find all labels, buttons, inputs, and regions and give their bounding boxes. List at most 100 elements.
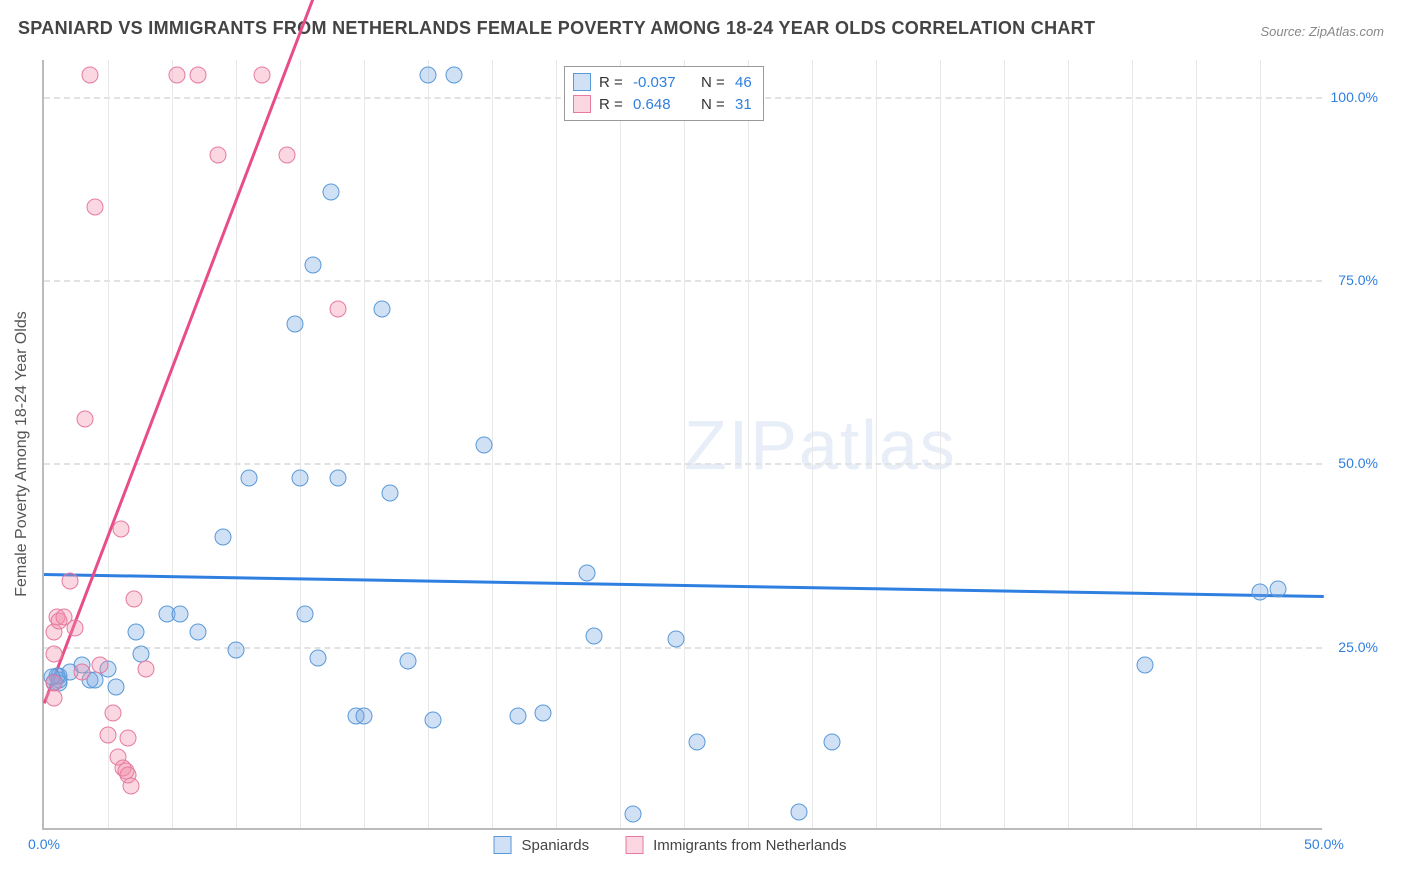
gridline-vertical bbox=[1132, 60, 1133, 828]
gridline-vertical bbox=[236, 60, 237, 828]
data-point bbox=[1252, 583, 1269, 600]
x-tick-label: 0.0% bbox=[28, 836, 60, 852]
data-point bbox=[688, 734, 705, 751]
data-point bbox=[228, 642, 245, 659]
legend-label: Spaniards bbox=[522, 837, 590, 854]
data-point bbox=[189, 66, 206, 83]
y-tick-label: 25.0% bbox=[1326, 639, 1378, 655]
gridline-vertical bbox=[556, 60, 557, 828]
data-point bbox=[76, 411, 93, 428]
data-point bbox=[92, 657, 109, 674]
data-point bbox=[74, 664, 91, 681]
data-point bbox=[425, 712, 442, 729]
gridline-vertical bbox=[300, 60, 301, 828]
gridline-vertical bbox=[172, 60, 173, 828]
legend-swatch bbox=[494, 836, 512, 854]
data-point bbox=[297, 605, 314, 622]
data-point bbox=[476, 437, 493, 454]
chart-title: SPANIARD VS IMMIGRANTS FROM NETHERLANDS … bbox=[18, 18, 1095, 39]
data-point bbox=[668, 631, 685, 648]
legend-swatch bbox=[573, 73, 591, 91]
data-point bbox=[120, 730, 137, 747]
data-point bbox=[112, 521, 129, 538]
data-point bbox=[66, 620, 83, 637]
data-point bbox=[125, 591, 142, 608]
data-point bbox=[61, 572, 78, 589]
data-point bbox=[309, 649, 326, 666]
legend-n-label: N = bbox=[701, 96, 727, 113]
legend-n-value: 46 bbox=[735, 74, 755, 91]
data-point bbox=[171, 605, 188, 622]
data-point bbox=[286, 316, 303, 333]
gridline-vertical bbox=[1196, 60, 1197, 828]
data-point bbox=[791, 803, 808, 820]
plot-area: ZIPatlas 25.0%50.0%75.0%100.0%0.0%50.0%R… bbox=[42, 60, 1322, 830]
y-tick-label: 50.0% bbox=[1326, 455, 1378, 471]
data-point bbox=[356, 708, 373, 725]
legend-swatch bbox=[573, 95, 591, 113]
gridline-vertical bbox=[1260, 60, 1261, 828]
y-tick-label: 100.0% bbox=[1326, 89, 1378, 105]
data-point bbox=[445, 66, 462, 83]
data-point bbox=[535, 704, 552, 721]
gridline-vertical bbox=[748, 60, 749, 828]
legend-r-label: R = bbox=[599, 74, 625, 91]
data-point bbox=[322, 184, 339, 201]
data-point bbox=[169, 66, 186, 83]
stats-legend-row: R = -0.037 N = 46 bbox=[573, 71, 755, 93]
data-point bbox=[399, 653, 416, 670]
gridline-vertical bbox=[620, 60, 621, 828]
data-point bbox=[1136, 657, 1153, 674]
series-legend: Spaniards Immigrants from Netherlands bbox=[494, 836, 873, 854]
x-tick-label: 50.0% bbox=[1304, 836, 1344, 852]
data-point bbox=[189, 624, 206, 641]
watermark: ZIPatlas bbox=[684, 405, 957, 485]
data-point bbox=[509, 708, 526, 725]
data-point bbox=[586, 627, 603, 644]
gridline-vertical bbox=[812, 60, 813, 828]
data-point bbox=[105, 704, 122, 721]
gridline-vertical bbox=[684, 60, 685, 828]
data-point bbox=[279, 147, 296, 164]
legend-swatch bbox=[625, 836, 643, 854]
data-point bbox=[138, 660, 155, 677]
legend-r-value: -0.037 bbox=[633, 74, 693, 91]
data-point bbox=[373, 301, 390, 318]
plot-container: Female Poverty Among 18-24 Year Olds ZIP… bbox=[42, 60, 1382, 830]
chart-source: Source: ZipAtlas.com bbox=[1260, 24, 1384, 39]
legend-n-value: 31 bbox=[735, 96, 755, 113]
gridline-vertical bbox=[1068, 60, 1069, 828]
data-point bbox=[578, 565, 595, 582]
data-point bbox=[240, 470, 257, 487]
legend-label: Immigrants from Netherlands bbox=[653, 837, 846, 854]
data-point bbox=[824, 734, 841, 751]
data-point bbox=[210, 147, 227, 164]
y-tick-label: 75.0% bbox=[1326, 272, 1378, 288]
legend-r-value: 0.648 bbox=[633, 96, 693, 113]
stats-legend: R = -0.037 N = 46 R = 0.648 N = 31 bbox=[564, 66, 764, 121]
legend-r-label: R = bbox=[599, 96, 625, 113]
data-point bbox=[330, 301, 347, 318]
data-point bbox=[100, 726, 117, 743]
gridline-vertical bbox=[1004, 60, 1005, 828]
data-point bbox=[253, 66, 270, 83]
data-point bbox=[381, 484, 398, 501]
data-point bbox=[304, 257, 321, 274]
data-point bbox=[87, 198, 104, 215]
gridline-vertical bbox=[940, 60, 941, 828]
gridline-vertical bbox=[876, 60, 877, 828]
data-point bbox=[46, 646, 63, 663]
data-point bbox=[107, 679, 124, 696]
data-point bbox=[46, 690, 63, 707]
data-point bbox=[1269, 581, 1286, 598]
data-point bbox=[82, 66, 99, 83]
data-point bbox=[330, 470, 347, 487]
y-axis-label: Female Poverty Among 18-24 Year Olds bbox=[13, 254, 31, 654]
stats-legend-row: R = 0.648 N = 31 bbox=[573, 93, 755, 115]
data-point bbox=[420, 66, 437, 83]
legend-n-label: N = bbox=[701, 74, 727, 91]
data-point bbox=[128, 624, 145, 641]
data-point bbox=[123, 778, 140, 795]
data-point bbox=[292, 470, 309, 487]
data-point bbox=[215, 528, 232, 545]
